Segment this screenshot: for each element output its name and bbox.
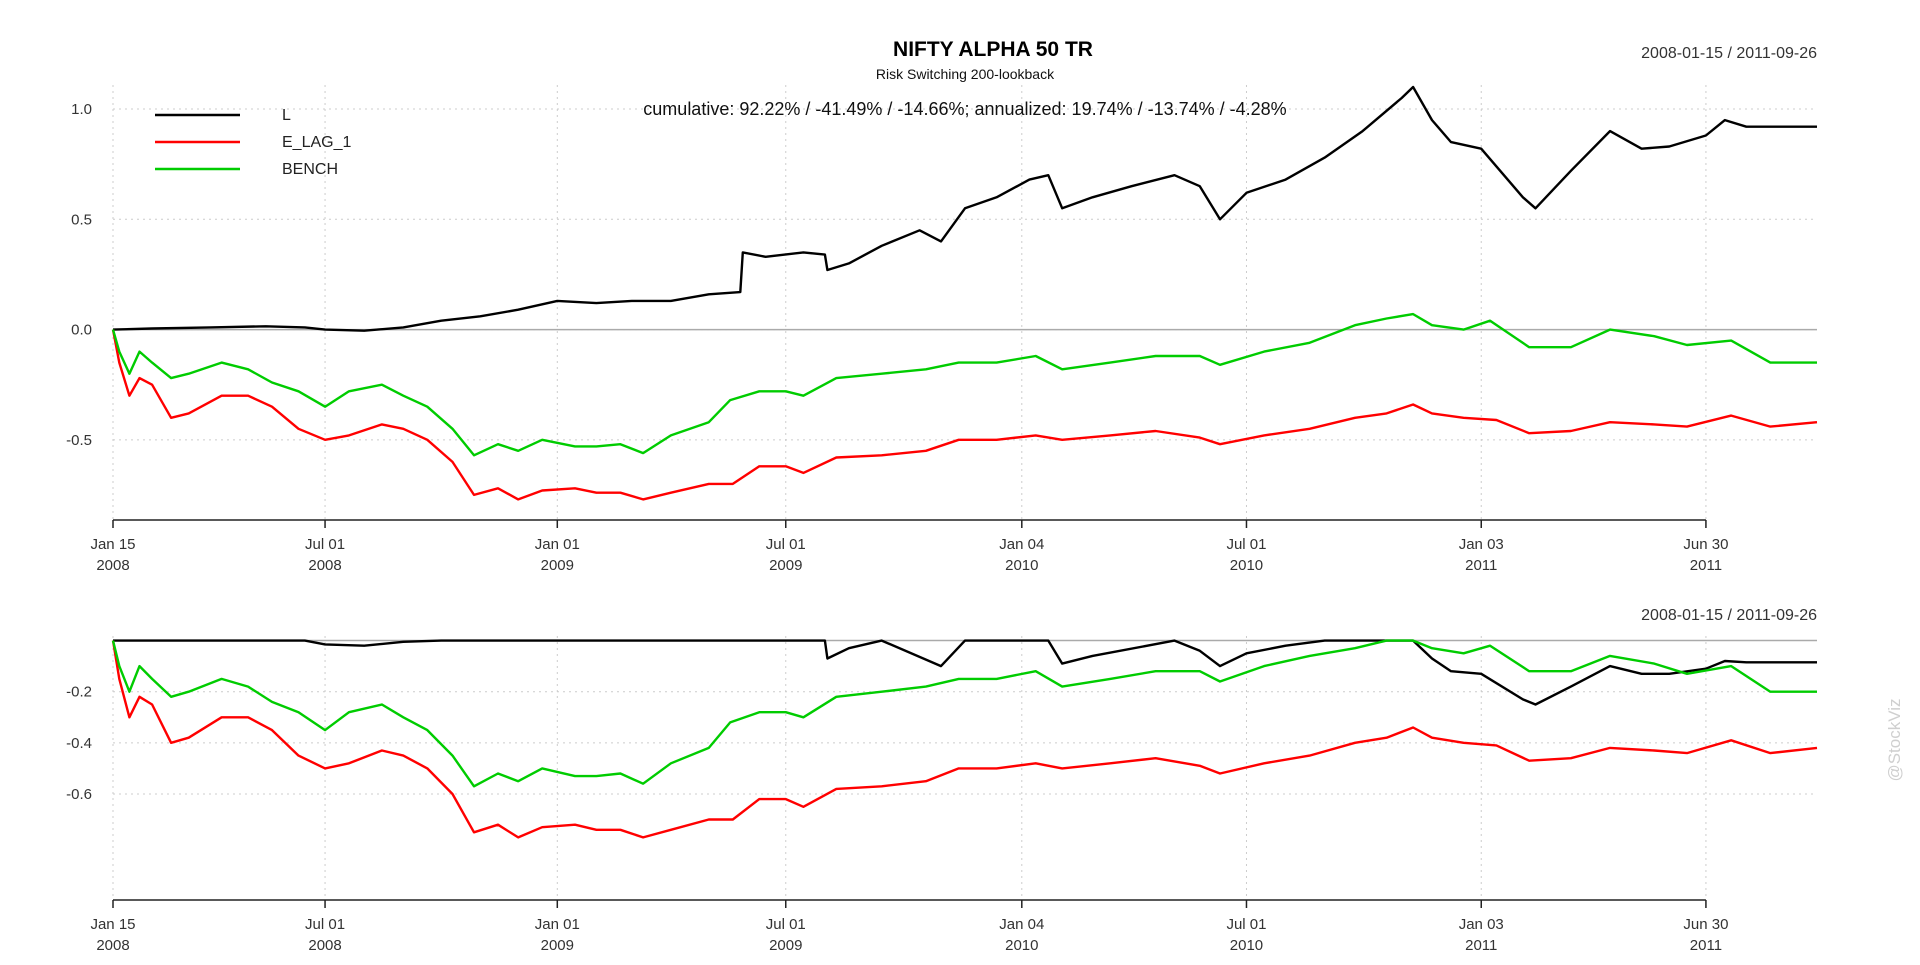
performance-annotation: cumulative: 92.22% / -41.49% / -14.66%; … [643, 99, 1286, 119]
x-tick-year-label: 2008 [96, 557, 129, 574]
x-tick-year-label: 2008 [96, 937, 129, 954]
x-tick-year-label: 2008 [308, 557, 341, 574]
x-tick-label: Jan 15 [90, 916, 135, 933]
watermark: @StockViz [1885, 698, 1904, 781]
x-tick-label: Jan 01 [535, 536, 580, 553]
series-line-bench [111, 639, 1817, 788]
y-tick-label: 0.0 [71, 322, 92, 339]
x-tick-label: Jul 01 [1226, 536, 1266, 553]
y-tick-label: -0.4 [66, 735, 92, 752]
y-tick-label: 0.5 [71, 211, 92, 228]
cumulative-returns-panel: 1.0 0.5 0.0 -0.5 Jan 15 2008 Jul 01 2008 Jan 01 2… [66, 45, 1818, 574]
x-tick-label: Jul 01 [305, 916, 345, 933]
series-line-l [113, 639, 1817, 706]
x-tick-year-label: 2010 [1230, 557, 1263, 574]
series-line-e-lag-1 [111, 329, 1818, 501]
x-tick-label: Jan 04 [999, 536, 1044, 553]
chart-title: NIFTY ALPHA 50 TR [893, 38, 1093, 61]
legend-label: E_LAG_1 [282, 134, 351, 151]
x-tick-year-label: 2008 [308, 937, 341, 954]
date-range-label: 2008-01-15 / 2011-09-26 [1641, 607, 1817, 624]
series-line-l [112, 85, 1817, 332]
series-line-e-lag-1 [111, 640, 1818, 839]
series-line-bench [111, 312, 1817, 457]
x-tick-label: Jul 01 [1226, 916, 1266, 933]
x-tick-label: Jul 01 [766, 916, 806, 933]
chart-subtitle: Risk Switching 200-lookback [876, 66, 1055, 82]
x-tick-year-label: 2009 [769, 557, 802, 574]
x-tick-label: Jun 30 [1683, 916, 1728, 933]
x-tick-label: Jul 01 [305, 536, 345, 553]
x-tick-label: Jan 15 [90, 536, 135, 553]
x-tick-year-label: 2011 [1690, 557, 1722, 574]
x-tick-year-label: 2009 [541, 937, 574, 954]
y-tick-label: -0.2 [66, 684, 92, 701]
x-tick-label: Jan 03 [1459, 916, 1504, 933]
x-tick-year-label: 2011 [1690, 937, 1722, 954]
x-tick-label: Jan 03 [1459, 536, 1504, 553]
x-tick-year-label: 2009 [541, 557, 574, 574]
x-tick-year-label: 2009 [769, 937, 802, 954]
y-tick-label: -0.6 [66, 786, 92, 803]
drawdown-panel: -0.2 -0.4 -0.6 Jan 15 2008 Jul 01 2008 Jan 01 20… [66, 607, 1818, 954]
date-range-label: 2008-01-15 / 2011-09-26 [1641, 45, 1817, 62]
x-tick-year-label: 2010 [1005, 557, 1038, 574]
x-tick-year-label: 2011 [1465, 557, 1497, 574]
x-tick-label: Jan 04 [999, 916, 1044, 933]
legend: L E_LAG_1 BENCH [155, 107, 351, 178]
x-tick-year-label: 2011 [1465, 937, 1497, 954]
y-tick-label: 1.0 [71, 101, 92, 118]
x-tick-year-label: 2010 [1230, 937, 1263, 954]
legend-label: BENCH [282, 161, 338, 178]
y-tick-label: -0.5 [66, 432, 92, 449]
x-tick-label: Jun 30 [1683, 536, 1728, 553]
x-tick-label: Jul 01 [766, 536, 806, 553]
legend-label: L [282, 107, 291, 124]
x-tick-year-label: 2010 [1005, 937, 1038, 954]
x-tick-label: Jan 01 [535, 916, 580, 933]
